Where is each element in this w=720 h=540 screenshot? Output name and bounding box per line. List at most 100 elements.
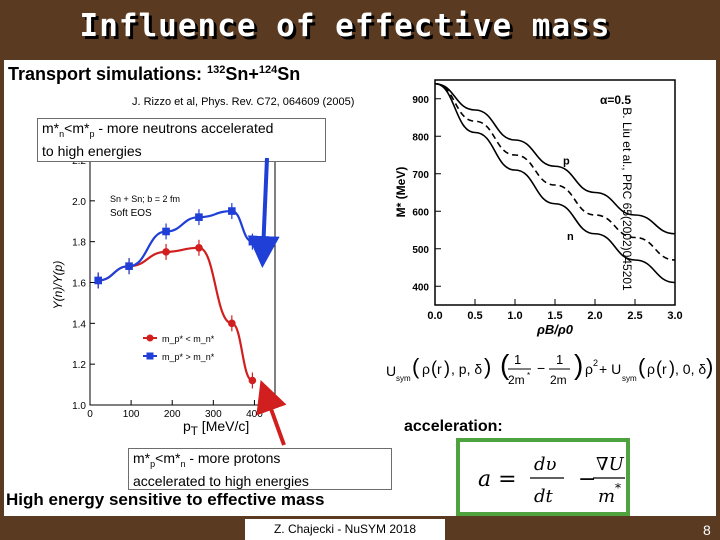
left-ytick-label: 2.0: [72, 197, 86, 208]
left-point-blue: [94, 276, 103, 285]
svg-text:a =: a =: [478, 467, 517, 492]
svg-text:(: (: [431, 358, 437, 378]
blue-arrow: [247, 157, 280, 268]
pt-axis-label: pT [MeV/c]: [183, 418, 250, 438]
svg-text:(: (: [656, 358, 662, 378]
right-xtick-label: 1.0: [507, 310, 522, 322]
svg-text:∇U: ∇U: [596, 454, 625, 475]
svg-text:): ): [574, 349, 583, 380]
left-chart-ylabel: Y(n)/Y(p): [51, 261, 65, 310]
right-xtick-label: 0.5: [467, 310, 482, 322]
svg-text:sym: sym: [396, 374, 411, 383]
legend-marker-red: [146, 334, 154, 342]
svg-text:ρ: ρ: [647, 361, 655, 377]
svg-text:): ): [484, 354, 491, 379]
left-point-red: [228, 319, 236, 328]
left-point-blue: [195, 213, 203, 221]
right-series-label: n: [567, 231, 574, 243]
left-ytick-label: 1.6: [72, 279, 86, 290]
svg-text:2m: 2m: [550, 373, 567, 387]
left-xtick-label: 200: [164, 409, 181, 420]
svg-text:dt: dt: [534, 486, 554, 507]
legend-blue-label: m_p* > m_n*: [162, 352, 215, 362]
legend-marker-blue: [146, 352, 154, 360]
svg-text:, 0, δ: , 0, δ: [675, 361, 706, 377]
right-series-line: [434, 82, 676, 284]
right-xtick-label: 1.5: [547, 310, 562, 322]
slide-title: Influence of effective mass: [79, 8, 611, 44]
left-ytick-label: 1.2: [72, 360, 86, 371]
right-xtick-label: 3.0: [667, 310, 682, 322]
left-point-blue: [162, 227, 170, 236]
right-chart-alpha: α=0.5: [600, 93, 631, 107]
high-energy-note: High energy sensitive to effective mass: [6, 490, 325, 509]
left-point-blue: [228, 207, 236, 215]
left-xtick-label: 100: [123, 409, 140, 420]
svg-text:ρ: ρ: [422, 361, 430, 377]
svg-text:2: 2: [593, 358, 598, 368]
svg-text:ρ: ρ: [585, 361, 593, 377]
left-xtick-label: 300: [205, 409, 222, 420]
subtitle: Transport simulations: 132Sn+124Sn: [8, 64, 301, 84]
reference-citation: J. Rizzo et al, Phys. Rev. C72, 064609 (…: [132, 96, 355, 108]
svg-text:+ U: + U: [599, 361, 621, 377]
left-ytick-label: 1.8: [72, 238, 86, 249]
right-ytick-label: 700: [412, 170, 429, 181]
svg-text:dυ: dυ: [534, 454, 557, 475]
page-number: 8: [703, 522, 711, 538]
footer-credit: Z. Chajecki - NuSYM 2018: [245, 519, 445, 540]
svg-text:): ): [706, 354, 713, 379]
svg-text:): ): [444, 358, 450, 378]
right-chart-ylabel: M* (MeV): [394, 167, 408, 218]
acceleration-formula-box: a = dυ dt − ∇U m *: [456, 438, 630, 516]
left-chart-system: Sn + Sn; b = 2 fm: [110, 194, 180, 204]
svg-text:*: *: [527, 371, 530, 380]
left-chart-eos: Soft EOS: [110, 208, 152, 219]
svg-text:, p, δ: , p, δ: [451, 361, 482, 377]
svg-text:1: 1: [514, 352, 521, 367]
right-xtick-label: 2.5: [627, 310, 642, 322]
right-chart-xlabel: ρB/ρ0: [536, 322, 574, 337]
left-point-red: [248, 376, 257, 385]
left-ytick-label: 1.4: [72, 319, 86, 330]
svg-text:r: r: [662, 361, 667, 377]
right-ytick-label: 400: [412, 282, 429, 293]
svg-text:U: U: [386, 363, 396, 379]
legend-red-label: m_p* < m_n*: [162, 334, 215, 344]
left-xtick-label: 400: [246, 409, 263, 420]
left-chart-legend: m_p* < m_n* m_p* > m_n*: [143, 334, 215, 362]
right-series-label: p: [563, 155, 570, 167]
left-xtick-label: 0: [87, 409, 93, 420]
svg-text:sym: sym: [622, 374, 637, 383]
neutron-note-box: m*n<m*p - more neutrons accelerated to h…: [37, 118, 326, 162]
right-ytick-label: 900: [412, 95, 429, 106]
svg-text:(: (: [500, 349, 510, 380]
proton-note-box: m*p<m*n - more protons accelerated to hi…: [128, 448, 392, 490]
svg-text:(: (: [412, 354, 420, 379]
svg-text:m: m: [598, 486, 615, 507]
svg-text:2m: 2m: [508, 373, 525, 387]
right-ytick-label: 500: [412, 245, 429, 256]
left-point-red: [195, 243, 203, 252]
left-point-red: [162, 248, 170, 256]
right-ytick-label: 800: [412, 132, 429, 143]
svg-text:*: *: [615, 481, 621, 495]
svg-text:(: (: [638, 354, 646, 379]
left-ytick-label: 1.0: [72, 401, 86, 412]
right-ytick-label: 600: [412, 207, 429, 218]
svg-text:1: 1: [556, 352, 563, 367]
right-series-line: [434, 82, 676, 261]
svg-text:r: r: [437, 361, 442, 377]
acceleration-label: acceleration:: [404, 418, 503, 435]
svg-text:−: −: [537, 360, 545, 376]
right-series-line: [434, 82, 676, 235]
left-point-blue: [125, 262, 133, 270]
svg-text:): ): [669, 358, 675, 378]
svg-text:−: −: [578, 467, 596, 492]
red-arrow: [256, 379, 287, 446]
right-xtick-label: 2.0: [587, 310, 602, 322]
acceleration-formula: a = dυ dt − ∇U m *: [478, 454, 625, 507]
